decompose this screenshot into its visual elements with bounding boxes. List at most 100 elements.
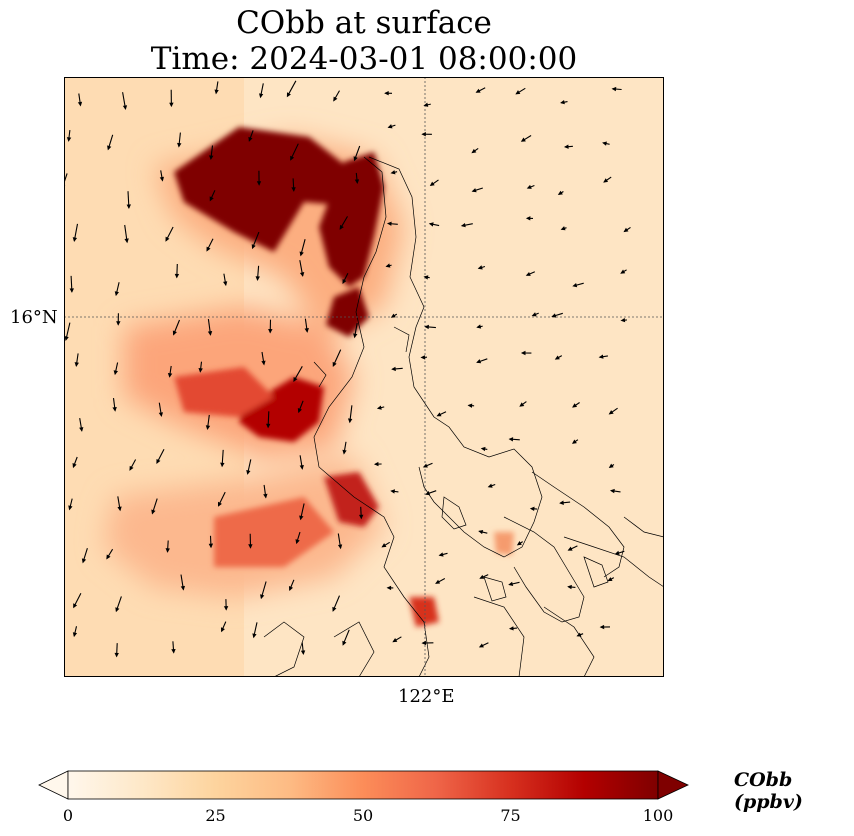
wind-arrowhead: [115, 607, 120, 613]
wind-arrowhead: [508, 626, 514, 631]
wind-arrowhead: [386, 221, 392, 226]
plume-core: [174, 127, 514, 627]
wind-arrowhead: [300, 650, 306, 656]
latitude-tick-label: 16°N: [10, 307, 58, 328]
wind-arrowhead: [126, 204, 131, 210]
wind-arrowhead: [114, 652, 119, 658]
wind-arrowhead: [299, 515, 304, 521]
wind-arrowhead: [526, 184, 532, 189]
wind-arrowhead: [611, 86, 617, 92]
longitude-tick-label: 122°E: [398, 686, 455, 707]
wind-arrowhead: [122, 105, 128, 111]
wind-arrowhead: [353, 156, 358, 162]
wind-arrowhead: [424, 324, 429, 330]
wind-arrowhead: [290, 155, 295, 161]
wind-arrowhead: [223, 281, 228, 287]
wind-arrowhead: [602, 141, 607, 146]
wind-arrowhead: [72, 463, 77, 469]
wind-arrowhead: [471, 148, 477, 154]
wind-arrowhead: [268, 328, 273, 334]
wind-arrowhead: [471, 188, 477, 193]
wind-arrowhead: [560, 226, 566, 231]
wind-arrowhead: [266, 423, 271, 429]
wind-arrowhead: [623, 227, 629, 233]
wind-arrowhead: [114, 291, 119, 297]
wind-arrowhead: [529, 506, 535, 512]
wind-arrowhead: [81, 558, 87, 564]
wind-arrowhead: [557, 190, 563, 196]
wind-arrowhead: [220, 627, 225, 633]
wind-arrowhead: [209, 196, 214, 202]
wind-arrowhead: [295, 539, 300, 545]
wind-arrowhead: [390, 313, 396, 318]
wind-arrowhead: [476, 359, 482, 364]
wind-arrowhead: [106, 554, 111, 560]
wind-arrowhead: [476, 324, 482, 329]
wind-arrowhead: [112, 407, 117, 412]
wind-arrowhead: [608, 410, 614, 415]
wind-arrowhead: [567, 546, 573, 551]
wind-arrowhead: [603, 178, 609, 183]
wind-arrowhead: [347, 418, 353, 424]
wind-arrowhead: [571, 439, 577, 444]
wind-arrowhead: [332, 606, 337, 612]
wind-arrowhead: [460, 223, 466, 228]
wind-arrowhead: [391, 366, 396, 372]
wind-arrowhead: [609, 488, 615, 494]
wind-arrowhead: [467, 403, 473, 408]
wind-arrowhead: [572, 282, 578, 288]
wind-arrowhead: [425, 490, 431, 496]
wind-arrowhead: [288, 586, 294, 592]
wind-arrowhead: [607, 577, 613, 582]
wind-arrowhead: [508, 437, 514, 442]
wind-arrowhead: [293, 376, 298, 382]
wind-arrowhead: [478, 643, 484, 648]
wind-arrowhead: [342, 640, 347, 646]
wind-arrowhead: [438, 552, 444, 557]
colorbar-tick-75: 75: [500, 806, 521, 825]
wind-arrowhead: [174, 273, 180, 279]
wind-arrowhead: [214, 89, 219, 95]
wind-arrowhead: [260, 594, 265, 600]
wind-arrowhead: [620, 317, 626, 323]
wind-arrowhead: [421, 131, 426, 137]
wind-arrowhead: [172, 330, 177, 336]
wind-arrowhead: [560, 100, 565, 105]
wind-arrowhead: [519, 402, 525, 407]
wind-arrowhead: [342, 449, 347, 455]
colorbar: [38, 770, 689, 800]
colorbar-min-extend: [38, 770, 69, 800]
wind-arrowhead: [156, 459, 161, 465]
concentration-map: [64, 77, 664, 677]
wind-arrowhead: [69, 288, 74, 293]
wind-arrowhead: [299, 251, 304, 257]
wind-arrowhead: [304, 327, 309, 333]
coastlines: [263, 156, 664, 677]
wind-arrowhead: [477, 265, 483, 270]
wind-arrowhead: [177, 142, 182, 148]
wind-arrowhead: [358, 514, 364, 520]
map-time-subtitle: Time: 2024-03-01 08:00:00: [150, 41, 578, 77]
wind-arrowhead: [72, 237, 78, 243]
wind-arrowhead: [299, 464, 304, 470]
wind-arrowhead: [554, 355, 560, 360]
wind-arrowhead: [116, 321, 121, 326]
wind-arrowhead: [385, 263, 391, 268]
wind-arrowhead: [208, 543, 214, 549]
wind-arrowhead: [614, 550, 620, 556]
wind-arrowhead: [480, 446, 486, 452]
wind-arrowhead: [428, 222, 434, 227]
wind-arrowhead: [390, 489, 396, 494]
wind-arrowhead: [64, 336, 69, 342]
wind-arrowhead: [333, 96, 338, 102]
colorbar-tick-0: 0: [62, 806, 74, 825]
wind-arrowhead: [218, 501, 222, 507]
wind-arrowhead: [392, 637, 398, 643]
wind-arrowhead: [158, 412, 164, 417]
wind-arrowhead: [117, 506, 122, 512]
wind-arrowhead: [129, 465, 134, 471]
wind-arrowhead: [261, 360, 266, 366]
wind-arrowhead: [515, 90, 521, 95]
wind-arrowhead: [299, 272, 305, 277]
wind-arrowhead: [520, 137, 526, 142]
